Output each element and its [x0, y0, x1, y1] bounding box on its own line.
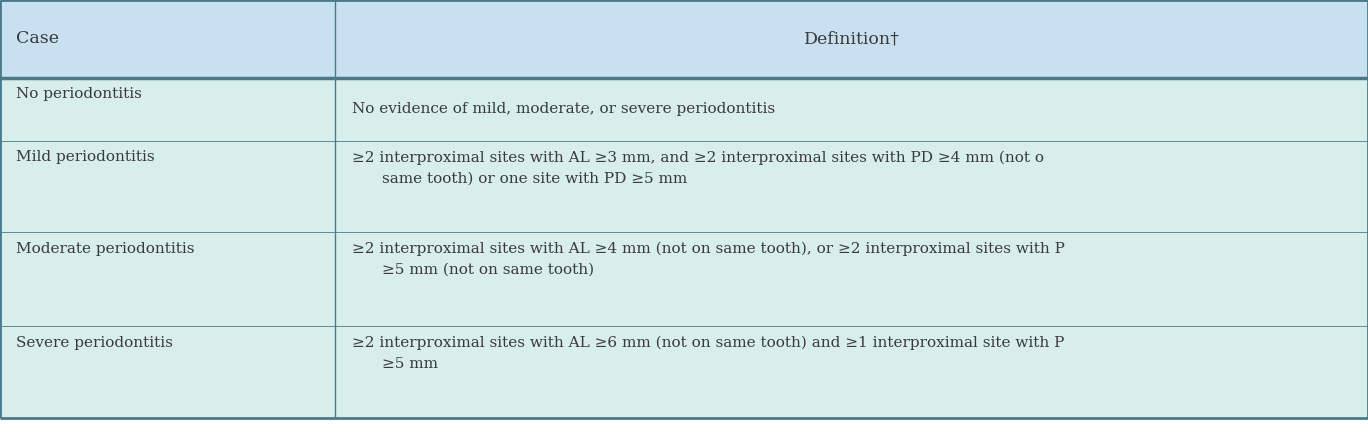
Bar: [0, 0, 1368, 78]
Text: same tooth) or one site with PD ≥5 mm: same tooth) or one site with PD ≥5 mm: [382, 171, 687, 185]
Bar: [0, 326, 1368, 418]
Text: Case: Case: [16, 31, 59, 47]
Text: No evidence of mild, moderate, or severe periodontitis: No evidence of mild, moderate, or severe…: [352, 102, 774, 116]
Bar: [0, 78, 1368, 141]
Bar: [0, 141, 1368, 232]
Text: ≥5 mm (not on same tooth): ≥5 mm (not on same tooth): [382, 263, 594, 277]
Text: ≥2 interproximal sites with AL ≥3 mm, and ≥2 interproximal sites with PD ≥4 mm (: ≥2 interproximal sites with AL ≥3 mm, an…: [352, 150, 1044, 165]
Bar: [0, 232, 1368, 326]
Text: Mild periodontitis: Mild periodontitis: [16, 150, 155, 164]
Text: Severe periodontitis: Severe periodontitis: [16, 336, 174, 350]
Text: Definition†: Definition†: [803, 31, 900, 47]
Text: No periodontitis: No periodontitis: [16, 87, 142, 101]
Text: Moderate periodontitis: Moderate periodontitis: [16, 242, 194, 256]
Text: ≥2 interproximal sites with AL ≥6 mm (not on same tooth) and ≥1 interproximal si: ≥2 interproximal sites with AL ≥6 mm (no…: [352, 336, 1064, 350]
Text: ≥5 mm: ≥5 mm: [382, 357, 438, 371]
Text: ≥2 interproximal sites with AL ≥4 mm (not on same tooth), or ≥2 interproximal si: ≥2 interproximal sites with AL ≥4 mm (no…: [352, 242, 1064, 256]
